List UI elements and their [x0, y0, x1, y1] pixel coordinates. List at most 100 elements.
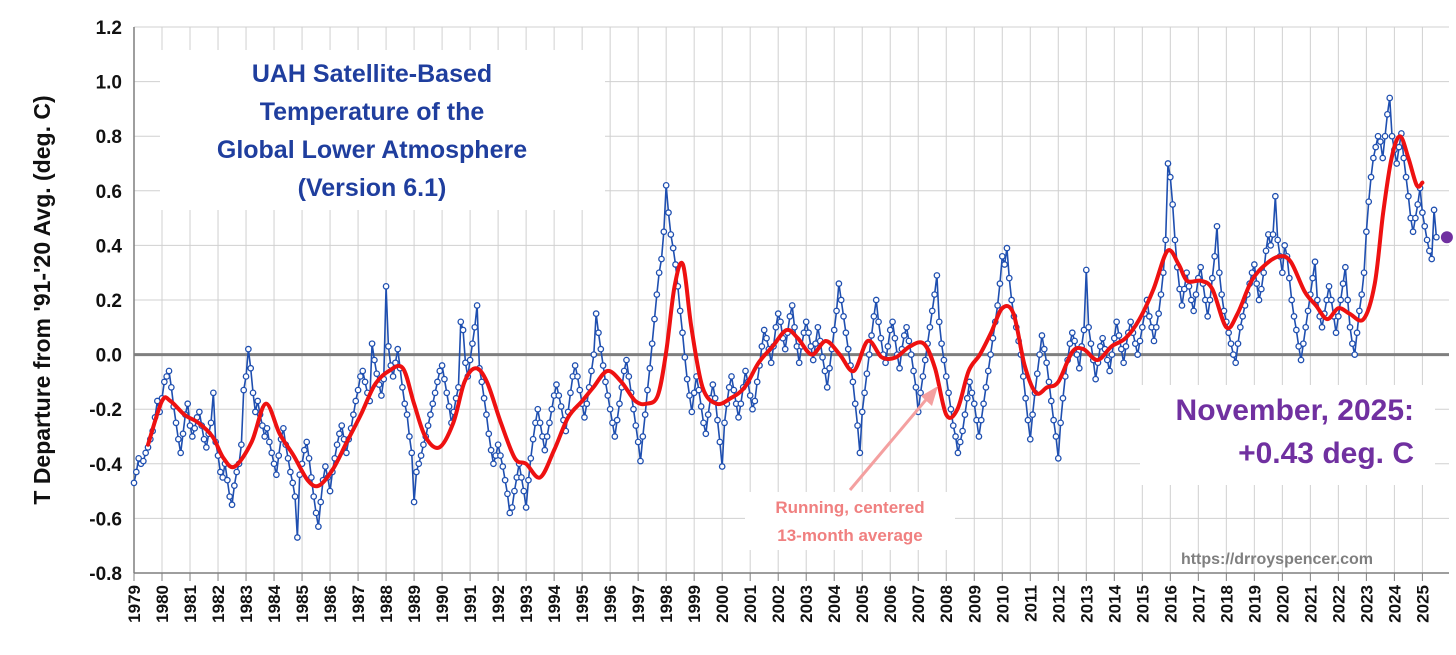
- monthly-point: [637, 457, 644, 465]
- monthly-point: [1120, 359, 1127, 367]
- monthly-point: [1295, 343, 1303, 350]
- chart-title-line-2: Temperature of the: [260, 98, 485, 126]
- monthly-point: [1332, 329, 1340, 337]
- monthly-point: [245, 345, 252, 353]
- monthly-point: [613, 416, 621, 424]
- monthly-point: [217, 468, 224, 476]
- x-tick-label: 1992: [489, 585, 508, 623]
- monthly-point: [1192, 291, 1200, 298]
- monthly-point: [889, 318, 896, 326]
- monthly-point: [641, 411, 649, 419]
- monthly-point: [1082, 266, 1090, 274]
- monthly-point: [849, 378, 857, 386]
- monthly-point: [466, 356, 474, 364]
- monthly-point: [485, 430, 493, 438]
- y-axis-label: T Departure from '91-'20 Avg. (deg. C): [29, 95, 55, 504]
- monthly-point: [718, 463, 726, 470]
- monthly-point: [410, 498, 418, 506]
- monthly-point: [819, 353, 826, 361]
- monthly-point: [527, 454, 535, 462]
- monthly-point: [1162, 236, 1169, 244]
- monthly-point: [907, 351, 915, 358]
- monthly-point: [697, 403, 705, 410]
- monthly-point: [1286, 274, 1293, 282]
- monthly-point: [1269, 231, 1277, 238]
- x-tick-label: 2023: [1357, 585, 1376, 623]
- monthly-point: [443, 389, 451, 397]
- monthly-point: [1430, 206, 1438, 214]
- monthly-point: [1211, 252, 1219, 260]
- monthly-point: [1318, 323, 1326, 331]
- monthly-point: [436, 367, 444, 375]
- x-tick-label: 2019: [1245, 585, 1264, 623]
- monthly-point: [289, 479, 297, 487]
- monthly-point: [1344, 296, 1352, 304]
- monthly-point: [1038, 332, 1046, 339]
- monthly-point: [1169, 201, 1176, 208]
- monthly-point: [1008, 296, 1015, 304]
- monthly-point: [1328, 296, 1335, 304]
- monthly-point: [1066, 340, 1074, 348]
- monthly-point: [1145, 313, 1153, 320]
- monthly-point: [534, 405, 542, 413]
- monthly-point: [959, 427, 966, 435]
- monthly-point: [130, 479, 138, 487]
- monthly-point: [679, 329, 686, 337]
- monthly-point: [571, 362, 579, 369]
- x-tick-label: 1995: [573, 585, 592, 623]
- monthly-point: [1363, 228, 1370, 236]
- x-tick-label: 2011: [1021, 585, 1040, 622]
- x-tick-label: 2017: [1189, 585, 1208, 623]
- x-tick-label: 1984: [265, 584, 284, 622]
- monthly-point: [975, 433, 983, 440]
- monthly-point: [772, 323, 780, 331]
- x-tick-label: 1987: [349, 585, 368, 623]
- monthly-point: [494, 441, 502, 449]
- monthly-point: [317, 498, 325, 506]
- monthly-point: [604, 392, 612, 399]
- monthly-point: [1288, 296, 1296, 304]
- monthly-point: [1155, 310, 1162, 317]
- monthly-point: [858, 408, 866, 416]
- y-tick-label: 0.0: [96, 346, 122, 367]
- monthly-point: [921, 356, 929, 364]
- monthly-point: [1057, 419, 1064, 427]
- monthly-point: [851, 400, 859, 408]
- monthly-point: [333, 441, 341, 449]
- monthly-point: [646, 364, 654, 372]
- monthly-point: [254, 397, 262, 405]
- running-average-arrow: [848, 394, 932, 491]
- monthly-point: [1356, 307, 1363, 315]
- monthly-point: [259, 422, 266, 429]
- monthly-point: [473, 302, 481, 309]
- monthly-point: [954, 449, 962, 457]
- monthly-point: [501, 476, 509, 484]
- monthly-point: [172, 419, 180, 427]
- monthly-point: [378, 392, 385, 399]
- monthly-point: [541, 446, 549, 454]
- monthly-point: [249, 389, 257, 397]
- monthly-point: [1068, 329, 1076, 337]
- monthly-point: [408, 449, 416, 457]
- monthly-point: [854, 422, 861, 429]
- x-tick-label: 2025: [1413, 585, 1432, 623]
- x-tick-label: 1986: [321, 585, 340, 623]
- monthly-point: [1405, 192, 1412, 200]
- monthly-point: [926, 323, 934, 331]
- monthly-point: [301, 446, 308, 454]
- monthly-point: [1370, 154, 1377, 162]
- monthly-point: [1178, 302, 1186, 309]
- monthly-point: [1358, 291, 1366, 298]
- monthly-point: [597, 345, 605, 353]
- x-tick-label: 2002: [769, 585, 788, 623]
- monthly-point: [751, 397, 759, 405]
- monthly-point: [872, 296, 880, 304]
- monthly-point: [868, 332, 875, 339]
- monthly-point: [1003, 244, 1011, 252]
- monthly-point: [478, 378, 486, 386]
- monthly-point: [1309, 274, 1317, 282]
- monthly-point: [616, 400, 623, 408]
- chart-title-line-3: Global Lower Atmosphere: [217, 136, 527, 164]
- monthly-point: [980, 400, 987, 408]
